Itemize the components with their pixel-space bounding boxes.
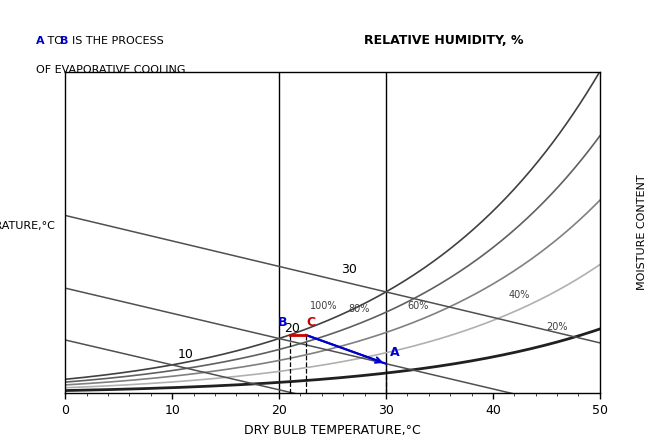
Text: B: B: [60, 36, 68, 46]
Text: TO: TO: [44, 36, 67, 46]
Text: 100%: 100%: [310, 301, 338, 311]
Text: 30: 30: [341, 263, 357, 276]
Text: 40%: 40%: [509, 290, 530, 299]
X-axis label: DRY BULB TEMPERATURE,°C: DRY BULB TEMPERATURE,°C: [244, 424, 421, 437]
Text: IS THE PROCESS: IS THE PROCESS: [65, 36, 164, 46]
Text: A: A: [391, 346, 400, 359]
Text: A: A: [36, 36, 44, 46]
Text: WET BULB TEMPERATURE,°C: WET BULB TEMPERATURE,°C: [0, 221, 55, 231]
Text: 60%: 60%: [408, 301, 429, 311]
Text: 20: 20: [284, 322, 301, 335]
Text: 80%: 80%: [349, 304, 370, 314]
Text: C: C: [307, 316, 316, 329]
Text: B: B: [278, 316, 288, 329]
Text: MOISTURE CONTENT: MOISTURE CONTENT: [637, 175, 647, 290]
Text: RELATIVE HUMIDITY, %: RELATIVE HUMIDITY, %: [364, 34, 523, 47]
Text: 10: 10: [177, 348, 194, 361]
Text: 20%: 20%: [546, 322, 568, 333]
Text: OF EVAPORATIVE COOLING: OF EVAPORATIVE COOLING: [36, 65, 185, 75]
